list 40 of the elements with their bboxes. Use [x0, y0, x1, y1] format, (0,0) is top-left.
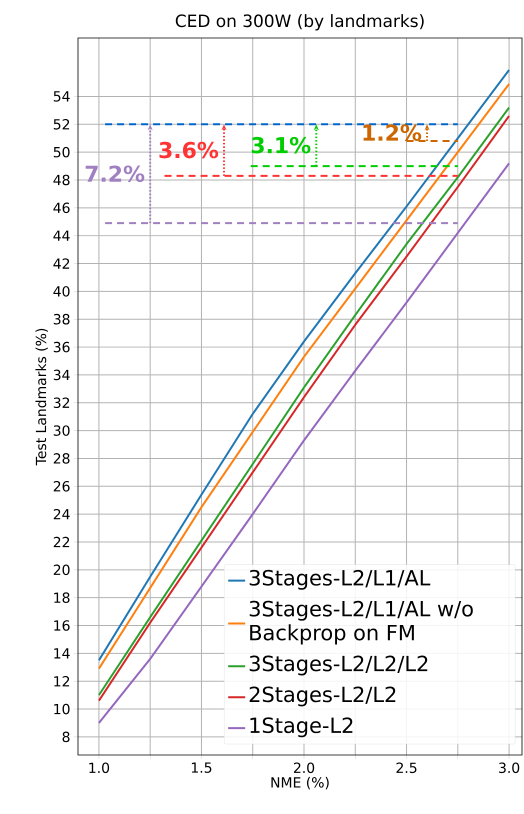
x-tick-label: 1.0	[89, 762, 110, 774]
y-tick-label: 8	[62, 732, 70, 742]
y-tick-label: 14	[54, 648, 70, 658]
y-axis-title: Test Landmarks (%)	[35, 328, 48, 466]
y-tick-label: 52	[54, 119, 70, 130]
y-tick-label: 40	[53, 286, 70, 297]
x-tick-label: 1.5	[192, 762, 212, 773]
annotation: 1.2%	[364, 124, 422, 141]
y-tick-label: 32	[54, 397, 70, 408]
y-tick-label: 38	[54, 314, 70, 324]
annotation: 3.1%	[252, 136, 310, 154]
y-tick-label: 12	[54, 676, 70, 686]
y-tick-label: 22	[54, 536, 70, 548]
legend-label: 3Stages-L2/L1/AL w/o Backprop on FM	[250, 600, 473, 645]
y-tick-label: 48	[53, 174, 70, 186]
y-tick-label: 30	[54, 425, 70, 436]
y-tick-label: 50	[54, 146, 70, 158]
y-tick-label: 28	[54, 453, 70, 464]
y-tick-label: 42	[53, 258, 70, 269]
x-tick-label: 2.0	[294, 762, 314, 774]
x-tick-label: 2.5	[396, 762, 416, 774]
legend-label: 3Stages-L2/L1/AL	[250, 570, 430, 590]
y-tick-label: 26	[54, 481, 70, 492]
x-axis-title: NME (%)	[271, 776, 329, 790]
chart-title: CED on 300W (by landmarks)	[176, 14, 424, 30]
y-tick-label: 34	[54, 370, 70, 380]
y-tick-label: 24	[54, 508, 70, 520]
legend-label: 1Stage-L2	[250, 717, 352, 738]
y-tick-label: 16	[54, 620, 70, 631]
y-tick-label: 36	[54, 342, 70, 352]
legend-label: 2Stages-L2/L2	[250, 686, 396, 706]
y-tick-label: 54	[54, 91, 70, 102]
y-tick-label: 46	[53, 202, 70, 214]
y-tick-label: 10	[54, 704, 70, 714]
y-tick-label: 44	[53, 230, 70, 241]
annotation: 3.6%	[160, 142, 218, 158]
legend-label: 3Stages-L2/L2/L2	[250, 656, 428, 676]
x-tick-label: 3.0	[499, 762, 520, 774]
y-tick-label: 18	[54, 592, 70, 603]
y-tick-label: 20	[54, 564, 70, 576]
